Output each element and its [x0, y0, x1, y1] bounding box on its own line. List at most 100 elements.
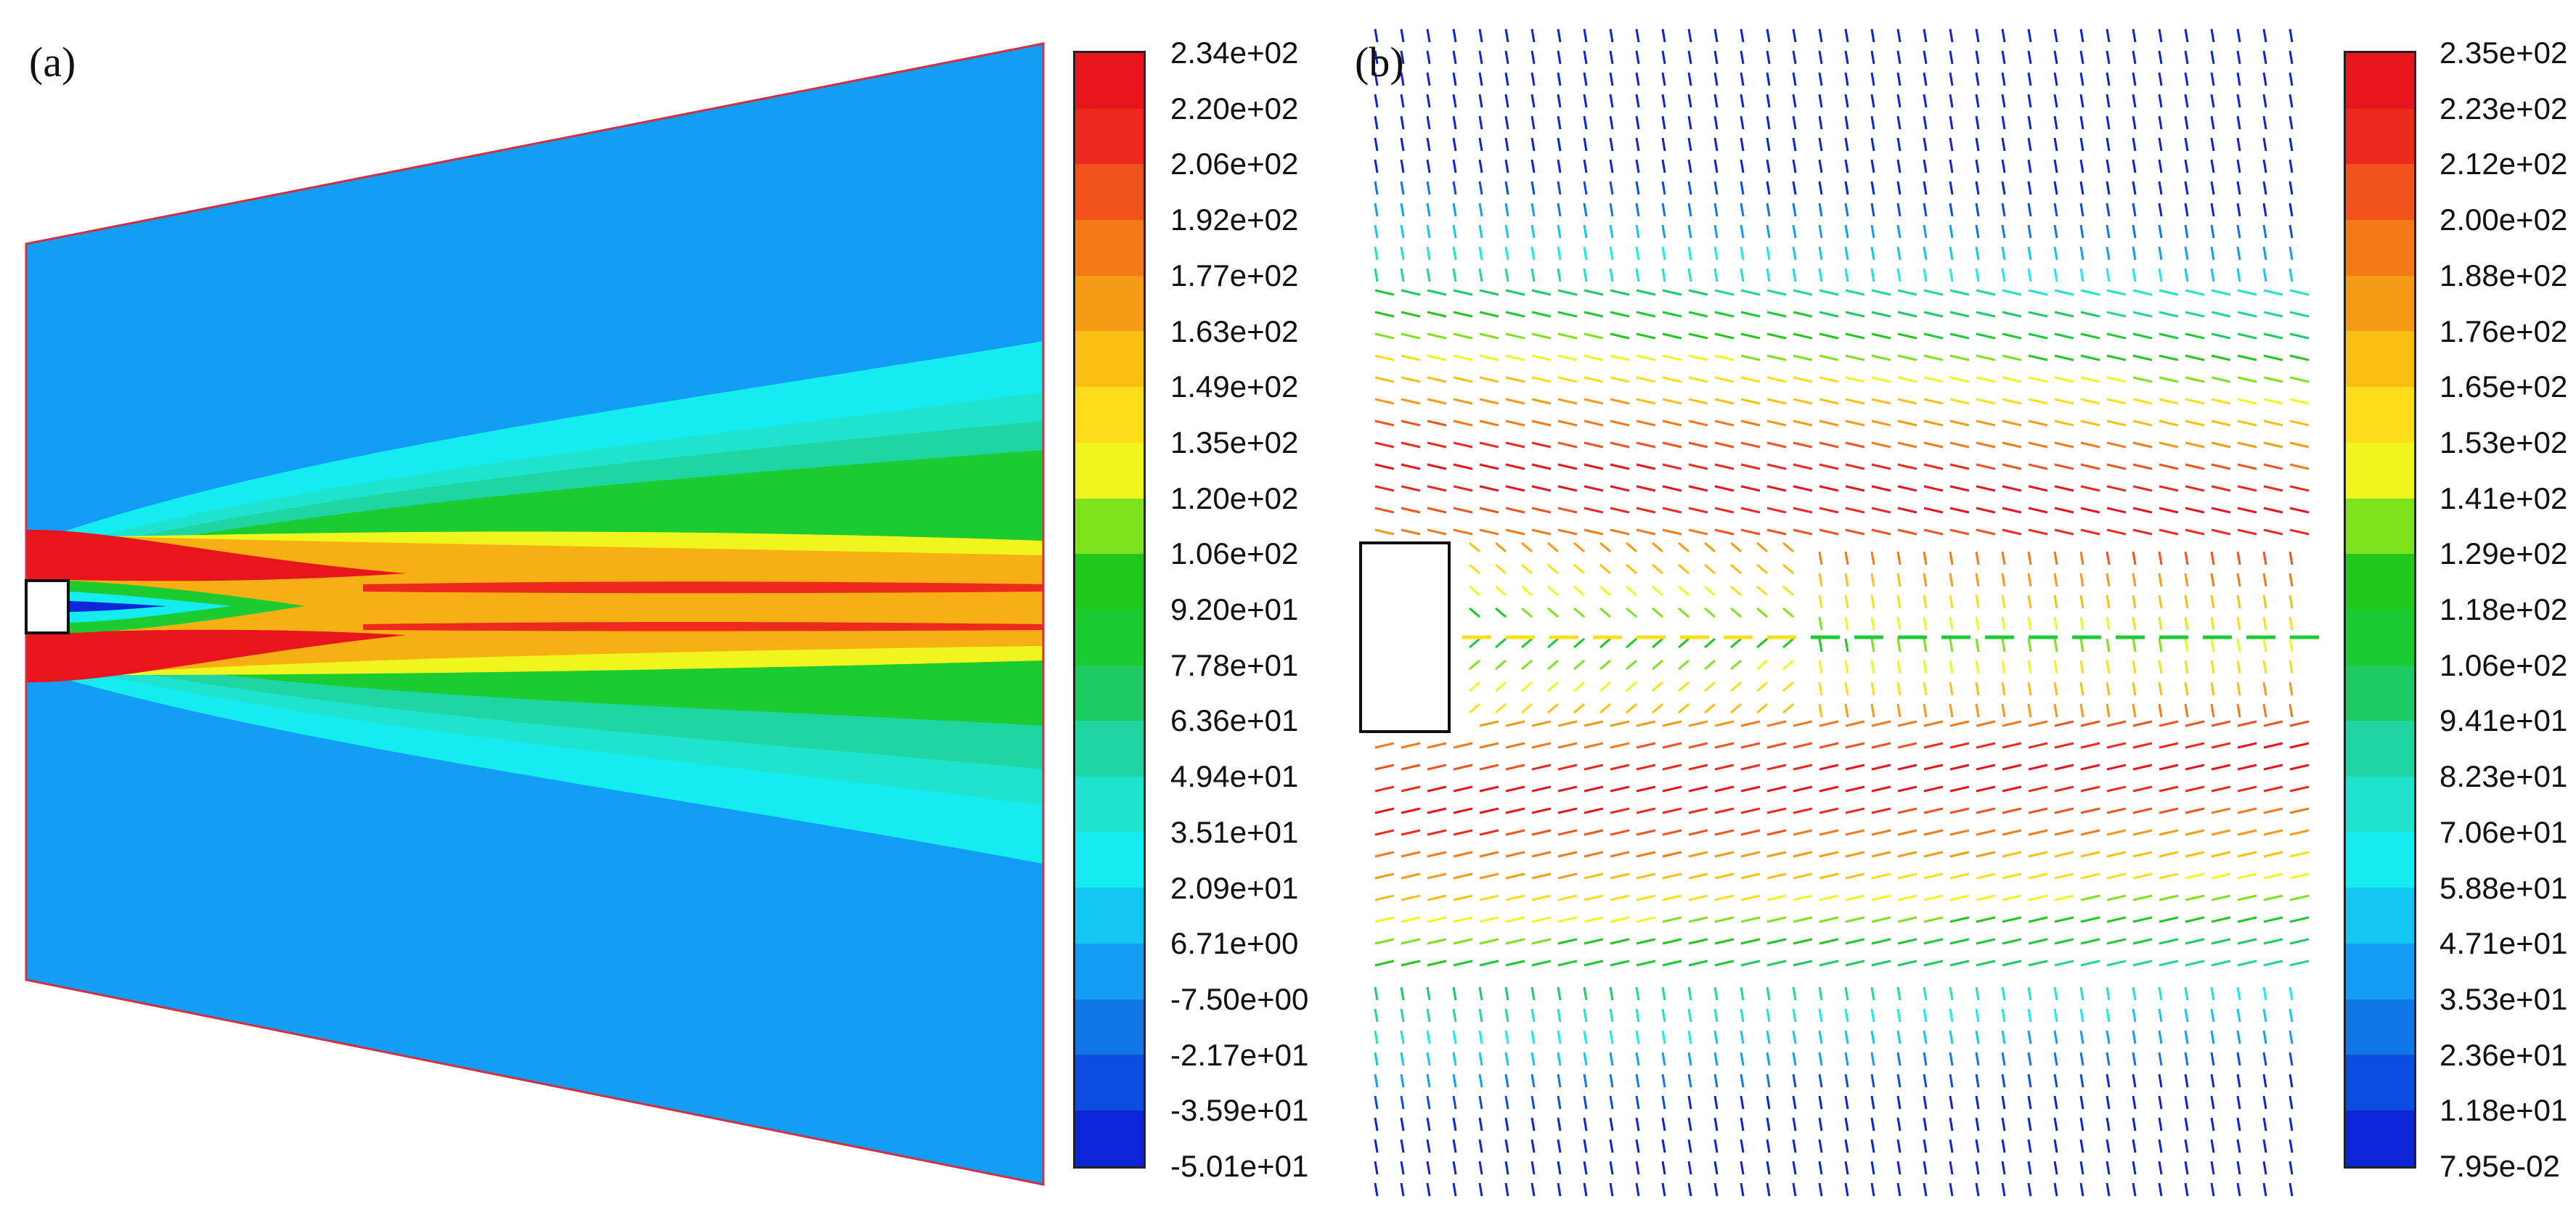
velocity-vector	[1636, 829, 1656, 836]
velocity-vector	[1897, 807, 1917, 814]
velocity-vector	[1740, 137, 1745, 152]
velocity-vector	[1374, 807, 1395, 814]
velocity-vector	[1609, 1117, 1614, 1132]
velocity-vector	[1662, 332, 1682, 340]
velocity-vector	[1661, 1073, 1666, 1088]
velocity-vector	[1557, 398, 1578, 405]
velocity-vector	[2158, 137, 2163, 152]
velocity-vector	[2288, 181, 2294, 195]
velocity-vector	[2001, 1095, 2006, 1110]
velocity-vector	[2184, 703, 2189, 718]
velocity-vector	[2106, 1117, 2111, 1132]
velocity-vector	[1530, 203, 1536, 217]
velocity-vector	[1975, 1008, 1980, 1023]
velocity-vector	[1374, 894, 1395, 901]
velocity-vector	[1478, 137, 1483, 152]
velocity-vector	[2132, 894, 2153, 901]
velocity-vector	[1635, 137, 1640, 152]
velocity-vector	[1453, 872, 1473, 880]
velocity-vector	[1374, 1182, 1379, 1197]
velocity-vector	[2132, 1095, 2137, 1110]
velocity-vector	[2289, 938, 2310, 945]
velocity-vector	[1401, 485, 1421, 492]
velocity-vector	[1426, 224, 1431, 239]
velocity-vector	[2184, 616, 2189, 631]
velocity-vector	[1661, 1139, 1666, 1153]
velocity-vector	[2106, 94, 2111, 108]
velocity-vector	[2132, 159, 2137, 173]
velocity-vector	[1626, 585, 1637, 597]
velocity-vector	[1479, 916, 1499, 923]
velocity-vector	[2263, 872, 2283, 880]
velocity-vector	[2106, 594, 2111, 609]
velocity-vector	[2159, 938, 2179, 945]
velocity-vector	[2237, 742, 2257, 749]
velocity-vector	[1949, 94, 1954, 108]
velocity-vector	[2106, 137, 2111, 152]
velocity-vector	[1557, 1139, 1562, 1153]
velocity-vector	[1652, 563, 1663, 575]
velocity-vector	[1583, 332, 1604, 340]
velocity-vector	[2002, 332, 2022, 340]
velocity-vector	[2236, 1008, 2241, 1023]
colorbar-segment	[1075, 609, 1144, 666]
velocity-vector	[1844, 660, 1849, 674]
velocity-vector	[2288, 50, 2294, 65]
velocity-vector	[1374, 1008, 1379, 1023]
velocity-vector	[1521, 703, 1533, 714]
velocity-vector	[1531, 742, 1552, 749]
velocity-vector	[1714, 485, 1735, 492]
velocity-vector	[1756, 585, 1768, 597]
velocity-vector	[1453, 894, 1473, 901]
velocity-vector	[2210, 72, 2215, 86]
velocity-vector	[1766, 1182, 1771, 1197]
velocity-vector	[2211, 938, 2231, 945]
velocity-vector	[1819, 720, 1839, 727]
velocity-vector	[1845, 463, 1865, 470]
velocity-vector	[2263, 354, 2283, 361]
velocity-vector	[2184, 551, 2189, 565]
velocity-vector	[1792, 72, 1797, 86]
velocity-vector	[1766, 72, 1771, 86]
velocity-vector	[2053, 616, 2058, 631]
velocity-vector	[2185, 785, 2205, 793]
velocity-vector	[2106, 246, 2111, 261]
velocity-vector	[2288, 137, 2294, 152]
velocity-vector	[1766, 115, 1771, 130]
velocity-vector	[1400, 159, 1405, 173]
velocity-vector	[2288, 1030, 2294, 1044]
velocity-vector	[2001, 1030, 2006, 1044]
velocity-vector	[2158, 1073, 2163, 1088]
velocity-vector	[1923, 289, 1944, 296]
velocity-vector	[1923, 894, 1944, 901]
velocity-vector	[1870, 573, 1875, 587]
velocity-vector	[1819, 332, 1839, 340]
velocity-vector	[1923, 268, 1928, 282]
velocity-vector	[2211, 354, 2231, 361]
velocity-vector	[1949, 703, 1954, 718]
velocity-vector	[1782, 563, 1794, 575]
velocity-vector	[1897, 894, 1917, 901]
velocity-vector	[2158, 1030, 2163, 1044]
velocity-vector	[1923, 246, 1928, 261]
velocity-vector	[1714, 376, 1735, 383]
velocity-vector	[1704, 681, 1716, 692]
velocity-vector	[1793, 289, 1813, 296]
velocity-vector	[1845, 742, 1865, 749]
velocity-vector	[1730, 637, 1742, 649]
velocity-vector	[1793, 332, 1813, 340]
velocity-vector	[2027, 638, 2032, 653]
velocity-vector	[1609, 1161, 1614, 1175]
velocity-vector	[1766, 203, 1771, 217]
velocity-vector	[2028, 960, 2048, 967]
velocity-vector	[1427, 332, 1447, 340]
velocity-vector	[1714, 764, 1735, 771]
velocity-vector	[1976, 354, 1996, 361]
velocity-vector	[1923, 28, 1928, 43]
velocity-vector	[1714, 960, 1735, 967]
velocity-vector	[1844, 50, 1849, 65]
velocity-vector	[1949, 916, 1970, 923]
velocity-vector	[1635, 1161, 1640, 1175]
velocity-vector	[2158, 181, 2163, 195]
velocity-vector	[1713, 246, 1719, 261]
